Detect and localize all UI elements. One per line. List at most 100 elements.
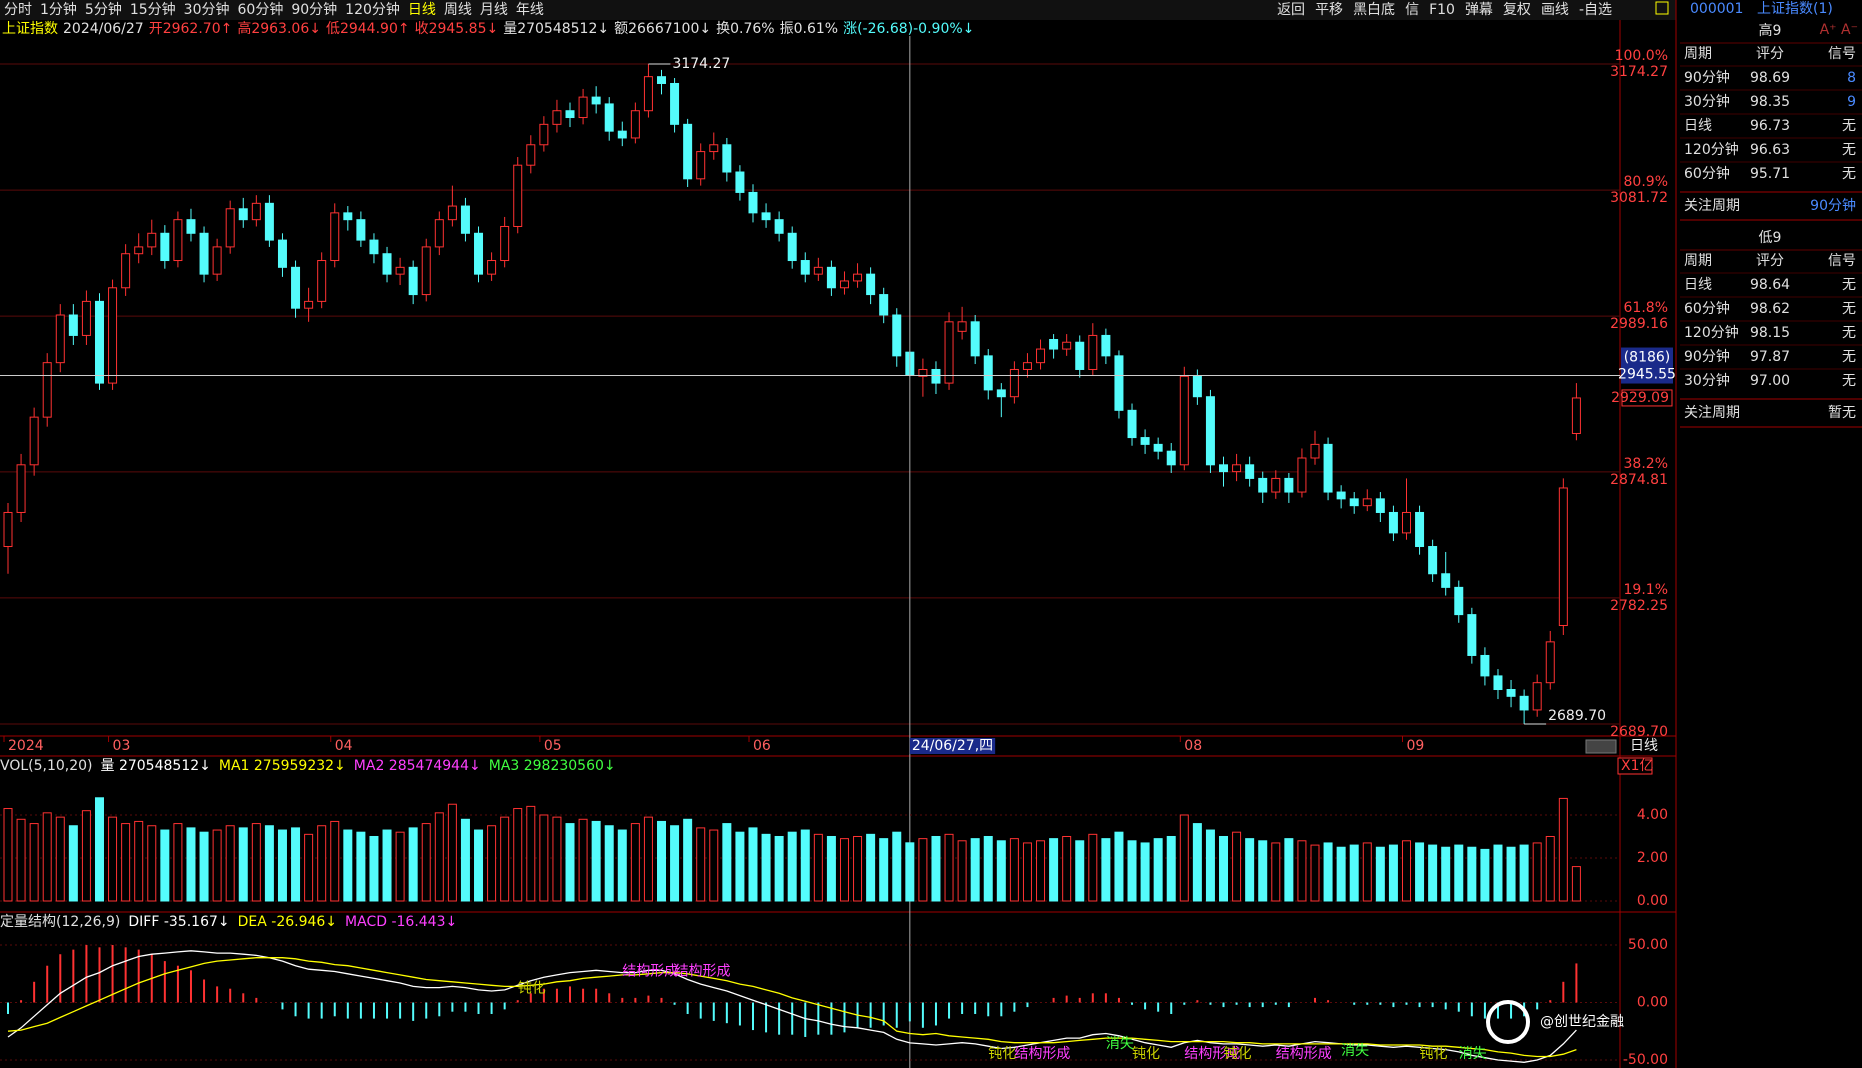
volume-bar: [578, 818, 588, 902]
candle-body: [1480, 654, 1490, 677]
period-tab[interactable]: 5分钟: [85, 1, 122, 18]
candle-body: [670, 82, 680, 125]
quote-item: 2024/06/27: [63, 21, 144, 37]
period-tab[interactable]: 15分钟: [130, 1, 176, 18]
volume-bar: [1114, 831, 1124, 902]
volume-bar: [683, 818, 693, 902]
toolbar-action[interactable]: -自选: [1579, 2, 1612, 18]
y-tick-label: 2.00: [1637, 850, 1668, 866]
candle-body: [251, 202, 261, 221]
toolbar-action[interactable]: 信: [1405, 2, 1419, 18]
focus-label: 关注周期: [1684, 198, 1740, 214]
candle-body: [68, 314, 78, 336]
candle-body: [356, 219, 366, 241]
table-cell: 97.00: [1750, 373, 1790, 389]
candle-body: [1009, 368, 1019, 398]
period-tab[interactable]: 日线: [408, 2, 436, 18]
candle-body: [552, 110, 562, 125]
period-tab[interactable]: 年线: [516, 2, 544, 18]
candle-body: [1558, 487, 1568, 627]
y-tick-label: -50.00: [1623, 1052, 1668, 1068]
signal-annotation: 结构形成: [622, 963, 678, 979]
fib-label: 61.8%: [1624, 300, 1668, 316]
table-header: 评分: [1756, 46, 1784, 62]
scrollbar[interactable]: [1585, 739, 1617, 754]
volume-bar: [1036, 840, 1046, 902]
candle-body: [722, 144, 732, 173]
candle-body: [1101, 334, 1111, 357]
volume-bar: [565, 823, 575, 902]
volume-bar: [643, 816, 653, 902]
volume-bar: [996, 840, 1006, 902]
quote-item: 低2944.90↑: [326, 21, 410, 37]
table-cell: 无: [1842, 277, 1856, 293]
volume-bar: [552, 816, 562, 902]
signal-annotation: 消失: [1106, 1036, 1134, 1052]
period-tab[interactable]: 60分钟: [238, 1, 284, 18]
period-tab[interactable]: 90分钟: [291, 1, 337, 18]
volume-bar: [264, 825, 274, 902]
unit-box: [1617, 757, 1653, 775]
table-cell: 60分钟: [1684, 300, 1730, 317]
candle-body: [1179, 375, 1189, 466]
toolbar-action[interactable]: 复权: [1503, 1, 1531, 18]
period-label: 日线: [1630, 738, 1658, 754]
toolbar-action[interactable]: 平移: [1315, 2, 1343, 18]
volume-bar: [657, 820, 666, 902]
toolbar-action[interactable]: 返回: [1277, 2, 1305, 18]
period-tab[interactable]: 月线: [480, 2, 508, 18]
table-header: 评分: [1756, 253, 1784, 269]
table-cell: 120分钟: [1684, 324, 1739, 341]
volume-bar: [630, 823, 640, 902]
volume-bar: [1506, 846, 1516, 902]
date-label: 08: [1184, 738, 1202, 754]
candle-body: [565, 110, 575, 119]
period-tab[interactable]: 120分钟: [345, 1, 400, 18]
candle-body: [134, 246, 144, 255]
volume-bar: [735, 831, 745, 902]
candle-body: [643, 76, 653, 112]
quote-item: 振0.61%: [780, 21, 838, 37]
period-tab[interactable]: 30分钟: [184, 1, 230, 18]
volume-bar: [1153, 838, 1163, 902]
toolbar-action[interactable]: 黑白底: [1353, 2, 1395, 18]
volume-bar: [147, 825, 157, 902]
period-tab[interactable]: 分时: [4, 2, 32, 18]
toolbar-action[interactable]: F10: [1429, 2, 1455, 18]
volume-bar: [709, 829, 719, 902]
candle-body: [408, 266, 418, 296]
candle-body: [487, 260, 497, 275]
toolbar-action[interactable]: 画线: [1541, 2, 1569, 18]
candle-body: [1454, 586, 1464, 616]
volume-bar: [1192, 823, 1202, 902]
volume-bar: [474, 829, 484, 902]
table-cell: 98.62: [1750, 301, 1790, 317]
volume-bar: [983, 835, 993, 902]
toolbar-action[interactable]: 弹幕: [1465, 2, 1493, 18]
volume-bar: [343, 829, 353, 902]
candle-body: [1049, 339, 1059, 350]
candle-body: [3, 511, 13, 548]
volume-bar: [1532, 842, 1542, 902]
volume-bar: [238, 827, 248, 902]
volume-legend: MA3 298230560↓: [489, 758, 616, 774]
stock-name: 上证指数(1): [1757, 1, 1833, 17]
font-buttons[interactable]: A⁺ A⁻: [1820, 22, 1858, 38]
candle-body: [1062, 341, 1072, 350]
table-cell: 30分钟: [1684, 372, 1730, 389]
date-label: 09: [1406, 738, 1424, 754]
table-cell: 日线: [1684, 118, 1712, 134]
crosshair-box: [1621, 347, 1673, 384]
period-tab[interactable]: 周线: [444, 2, 472, 18]
volume-bar: [918, 838, 928, 902]
candle-body: [1153, 443, 1163, 452]
candle-body: [81, 300, 91, 336]
candle-body: [1036, 348, 1046, 364]
period-tab[interactable]: 1分钟: [40, 1, 77, 18]
volume-bar: [774, 835, 784, 902]
candle-body: [1323, 443, 1333, 493]
volume-bar: [1232, 831, 1242, 902]
candle-body: [591, 96, 601, 105]
quote-item: 换0.76%: [716, 20, 774, 37]
volume-bar: [1401, 840, 1411, 902]
